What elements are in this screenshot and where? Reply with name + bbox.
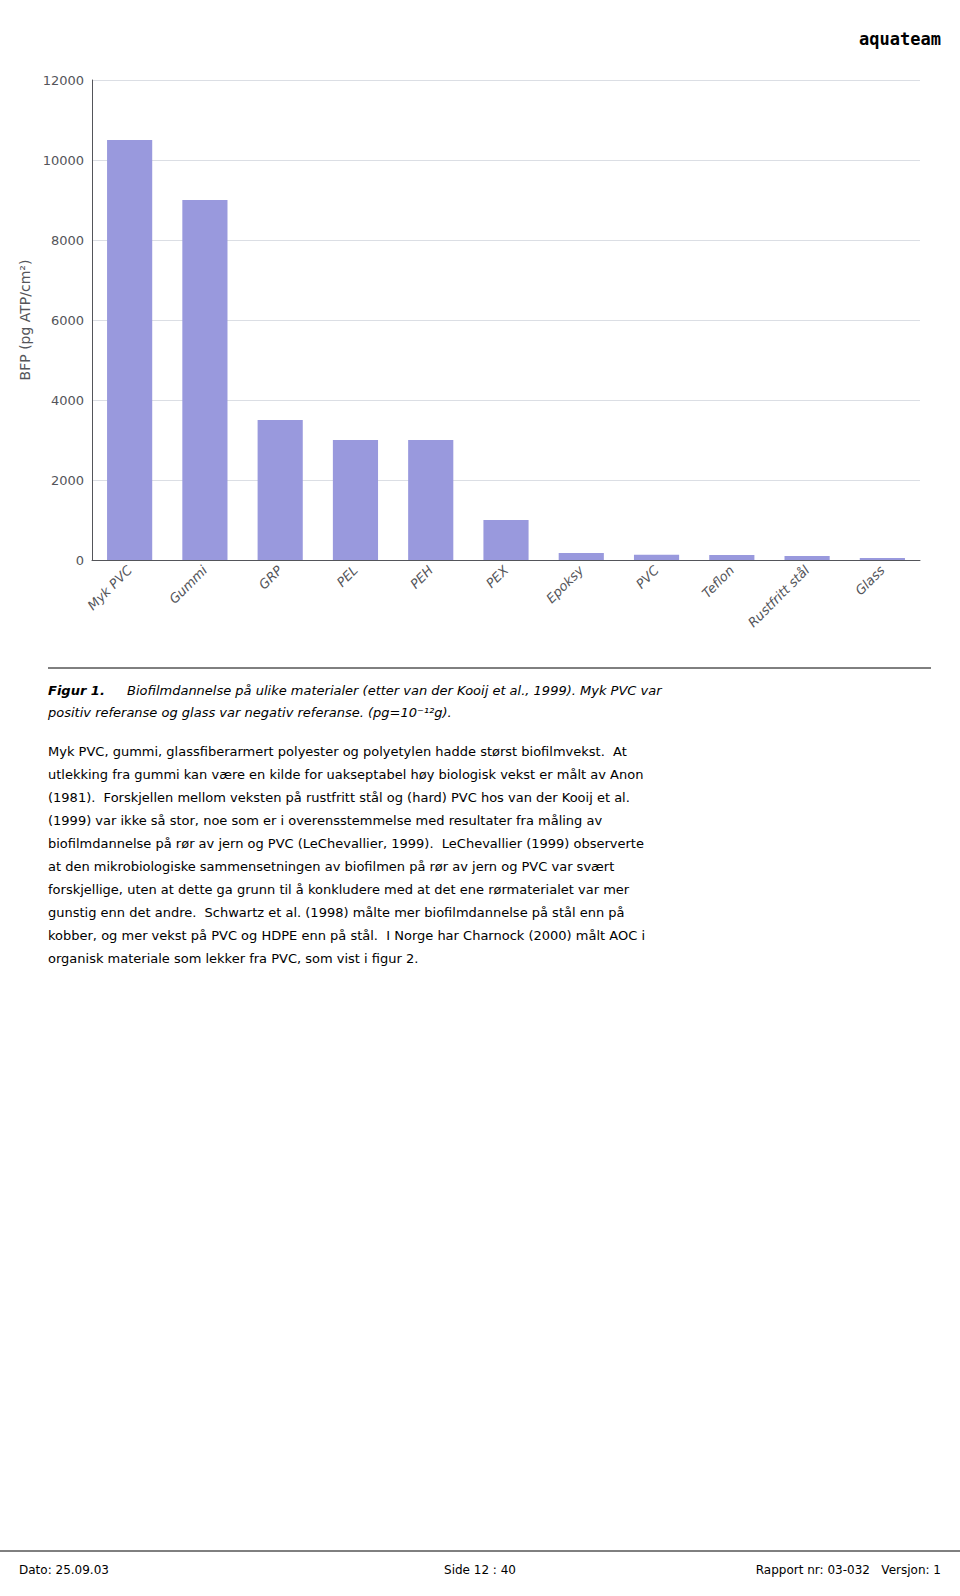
svg-text:Epoksy: Epoksy bbox=[543, 562, 587, 606]
svg-text:4000: 4000 bbox=[51, 393, 84, 408]
svg-text:PEL: PEL bbox=[334, 563, 361, 590]
svg-text:Myk PVC, gummi, glassfiberarme: Myk PVC, gummi, glassfiberarmert polyest… bbox=[48, 744, 627, 759]
svg-text:Teflon: Teflon bbox=[699, 563, 737, 601]
svg-text:Rustfritt stål: Rustfritt stål bbox=[745, 562, 813, 630]
svg-text:12000: 12000 bbox=[43, 73, 84, 88]
svg-text:8000: 8000 bbox=[51, 233, 84, 248]
svg-text:Rapport nr: 03-032 Versjon:: Rapport nr: 03-032 Versjon: 1 bbox=[756, 1563, 941, 1577]
svg-text:Side 12 : 40: Side 12 : 40 bbox=[444, 1563, 516, 1577]
svg-text:utlekking fra gummi kan være e: utlekking fra gummi kan være en kilde fo… bbox=[48, 767, 643, 782]
svg-text:positiv referanse og glass var: positiv referanse og glass var negativ r… bbox=[47, 705, 452, 720]
svg-text:(1999) var ikke så stor, noe s: (1999) var ikke så stor, noe som er i ov… bbox=[48, 813, 602, 828]
svg-text:at den mikrobiologiske sammens: at den mikrobiologiske sammensetningen a… bbox=[48, 859, 614, 874]
svg-text:BFP (pg ATP/cm²): BFP (pg ATP/cm²) bbox=[17, 260, 33, 381]
svg-text:Figur 1.: Figur 1. bbox=[48, 683, 105, 698]
svg-text:PVC: PVC bbox=[633, 562, 662, 591]
svg-text:forskjellige, uten at dette ga: forskjellige, uten at dette ga grunn til… bbox=[48, 882, 630, 897]
svg-text:(1981). Forskjellen mellom ve: (1981). Forskjellen mellom veksten på ru… bbox=[48, 790, 630, 805]
svg-text:Glass: Glass bbox=[852, 563, 888, 599]
svg-text:gunstig enn det andre. Schwar: gunstig enn det andre. Schwartz et al. (… bbox=[48, 905, 625, 920]
svg-text:aquateam: aquateam bbox=[859, 29, 941, 49]
svg-text:10000: 10000 bbox=[43, 153, 84, 168]
svg-text:Biofilmdannelse på ulike mater: Biofilmdannelse på ulike materialer (ett… bbox=[127, 683, 663, 698]
svg-text:PEX: PEX bbox=[483, 562, 512, 591]
svg-text:kobber, og mer vekst på PVC og: kobber, og mer vekst på PVC og HDPE enn … bbox=[48, 928, 645, 943]
svg-text:Myk PVC: Myk PVC bbox=[85, 562, 136, 613]
svg-text:2000: 2000 bbox=[51, 473, 84, 488]
svg-text:biofilmdannelse på rør av jern: biofilmdannelse på rør av jern og PVC (L… bbox=[48, 836, 644, 851]
svg-text:Gummi: Gummi bbox=[166, 562, 210, 606]
svg-text:Dato: 25.09.03: Dato: 25.09.03 bbox=[19, 1563, 109, 1577]
svg-text:0: 0 bbox=[76, 553, 84, 568]
svg-text:GRP: GRP bbox=[256, 563, 286, 593]
svg-text:organisk materiale som lekker: organisk materiale som lekker fra PVC, s… bbox=[48, 951, 418, 966]
svg-text:PEH: PEH bbox=[407, 563, 436, 592]
svg-text:6000: 6000 bbox=[51, 313, 84, 328]
